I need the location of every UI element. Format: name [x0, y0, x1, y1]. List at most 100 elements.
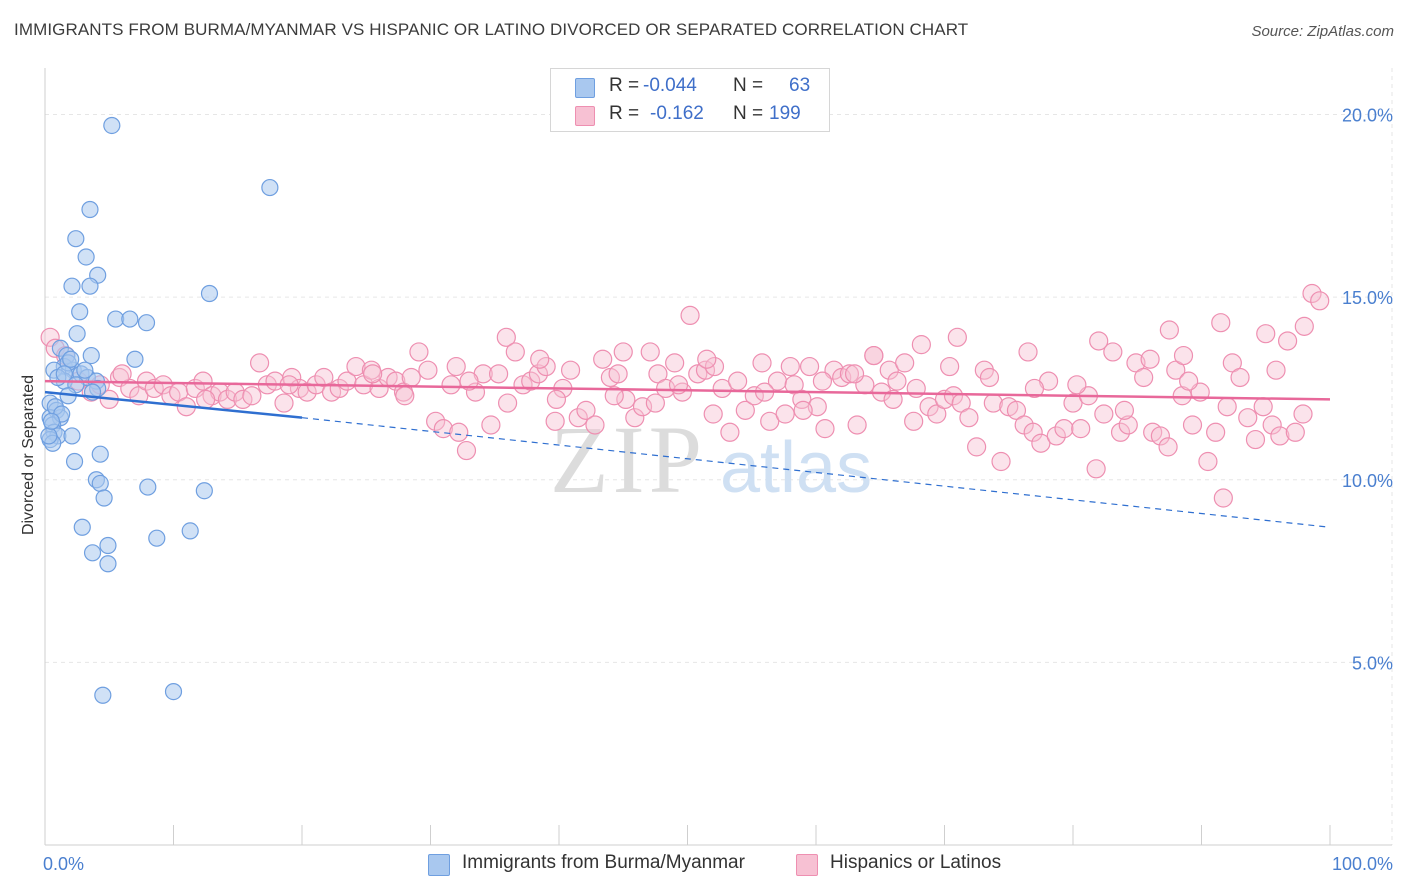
trend-line-burma-dashed — [301, 417, 1331, 528]
hispanic-point — [1302, 283, 1322, 304]
hispanic-point — [1067, 375, 1087, 395]
hispanic-point — [760, 411, 780, 431]
trend-line-burma — [44, 390, 303, 419]
hispanic-point — [680, 305, 700, 326]
hispanic-point — [489, 364, 509, 384]
burma-point — [91, 445, 109, 463]
burma-point — [137, 314, 156, 332]
hispanic-point — [546, 389, 567, 410]
hispanic-point — [959, 408, 979, 428]
grid — [45, 68, 1393, 845]
hispanic-point — [752, 353, 772, 373]
y-axis-label: Divorced or Separated — [20, 375, 37, 535]
hispanic-point — [528, 364, 549, 384]
hispanic-point — [632, 397, 653, 417]
hispanic-point — [585, 415, 605, 435]
hispanic-point — [1294, 316, 1314, 336]
hispanic-point — [1217, 397, 1237, 417]
hispanic-point — [1213, 488, 1233, 508]
y-tick-label: 10.0% — [1342, 471, 1393, 491]
hispanic-point — [640, 342, 660, 362]
legend-n-value: 63 — [789, 75, 811, 96]
hispanic-point — [991, 451, 1011, 472]
burma-point — [94, 686, 112, 704]
hispanic-point — [536, 356, 556, 377]
legend-swatch-hispanic — [575, 106, 595, 126]
hispanic-point — [576, 400, 596, 420]
burma-point — [63, 277, 81, 295]
legend-row-hispanic: R = -0.162 N = 199 — [551, 101, 829, 129]
series-burma-points — [40, 116, 279, 704]
burma-point — [83, 544, 102, 562]
y-tick-label: 20.0% — [1342, 106, 1393, 126]
hispanic-point — [887, 371, 907, 391]
legend-r-label: R = — [609, 103, 640, 124]
hispanic-point — [40, 327, 60, 347]
hispanic-point — [1071, 419, 1091, 439]
y-tick-label: 5.0% — [1352, 653, 1393, 673]
hispanic-point — [282, 367, 302, 388]
hispanic-point — [812, 371, 833, 391]
hispanic-point — [1023, 422, 1043, 442]
hispanic-point — [1114, 400, 1135, 420]
hispanic-point — [217, 389, 238, 410]
burma-point — [68, 325, 86, 343]
hispanic-point — [1031, 433, 1051, 453]
legend-swatch-burma — [575, 78, 595, 98]
hispanic-point — [459, 371, 479, 391]
hispanic-point — [697, 349, 717, 369]
burma-point — [91, 474, 109, 493]
burma-point — [55, 365, 73, 383]
hispanic-point — [807, 397, 827, 417]
hispanic-point — [1063, 393, 1083, 413]
hispanic-point — [895, 353, 915, 373]
hispanic-point — [409, 342, 429, 362]
burma-point — [67, 230, 85, 248]
hispanic-point — [967, 437, 987, 457]
hispanic-point — [1277, 331, 1298, 351]
hispanic-point — [401, 367, 421, 388]
y-tick-label: 15.0% — [1342, 288, 1393, 308]
legend-r-label: R = — [609, 75, 640, 96]
hispanic-point — [363, 364, 383, 384]
hispanic-point — [608, 364, 628, 384]
hispanic-point — [703, 404, 723, 424]
hispanic-point — [1150, 426, 1170, 446]
hispanic-point — [1198, 451, 1218, 472]
hispanic-point — [1110, 422, 1131, 442]
watermark-atlas: atlas — [720, 428, 872, 508]
legend-n-value: 199 — [769, 103, 801, 124]
legend-row-burma: R = -0.044 N = 63 — [551, 73, 829, 101]
hispanic-point — [780, 356, 800, 377]
hispanic-point — [1266, 360, 1286, 380]
hispanic-point — [1230, 367, 1250, 388]
hispanic-point — [1211, 313, 1231, 333]
hispanic-point — [793, 400, 813, 420]
burma-point — [200, 284, 219, 303]
hispanic-point — [1182, 415, 1203, 435]
hispanic-point — [481, 415, 501, 435]
hispanic-point — [196, 389, 216, 410]
hispanic-point — [613, 342, 633, 362]
hispanic-point — [775, 404, 795, 424]
hispanic-point — [1206, 422, 1226, 442]
hispanic-point — [1253, 397, 1273, 417]
hispanic-point — [1293, 404, 1313, 424]
hispanic-point — [839, 364, 860, 384]
hispanic-point — [193, 371, 213, 391]
hispanic-point — [604, 386, 624, 406]
hispanic-point — [449, 422, 469, 442]
burma-point — [82, 346, 100, 365]
bottom-legend-swatch-hispanic — [796, 854, 818, 876]
source-label: Source: ZipAtlas.com — [1251, 23, 1394, 40]
hispanic-point — [735, 400, 755, 420]
bottom-legend-swatch-burma — [428, 854, 450, 876]
hispanic-point — [521, 371, 541, 391]
burma-point — [62, 350, 80, 368]
hispanic-point — [1089, 331, 1109, 351]
hispanic-point — [498, 393, 518, 413]
chart-title: IMMIGRANTS FROM BURMA/MYANMAR VS HISPANI… — [14, 20, 969, 39]
x-tick-label: 100.0% — [1332, 854, 1393, 874]
hispanic-point — [530, 349, 550, 369]
hispanic-point — [496, 327, 516, 347]
